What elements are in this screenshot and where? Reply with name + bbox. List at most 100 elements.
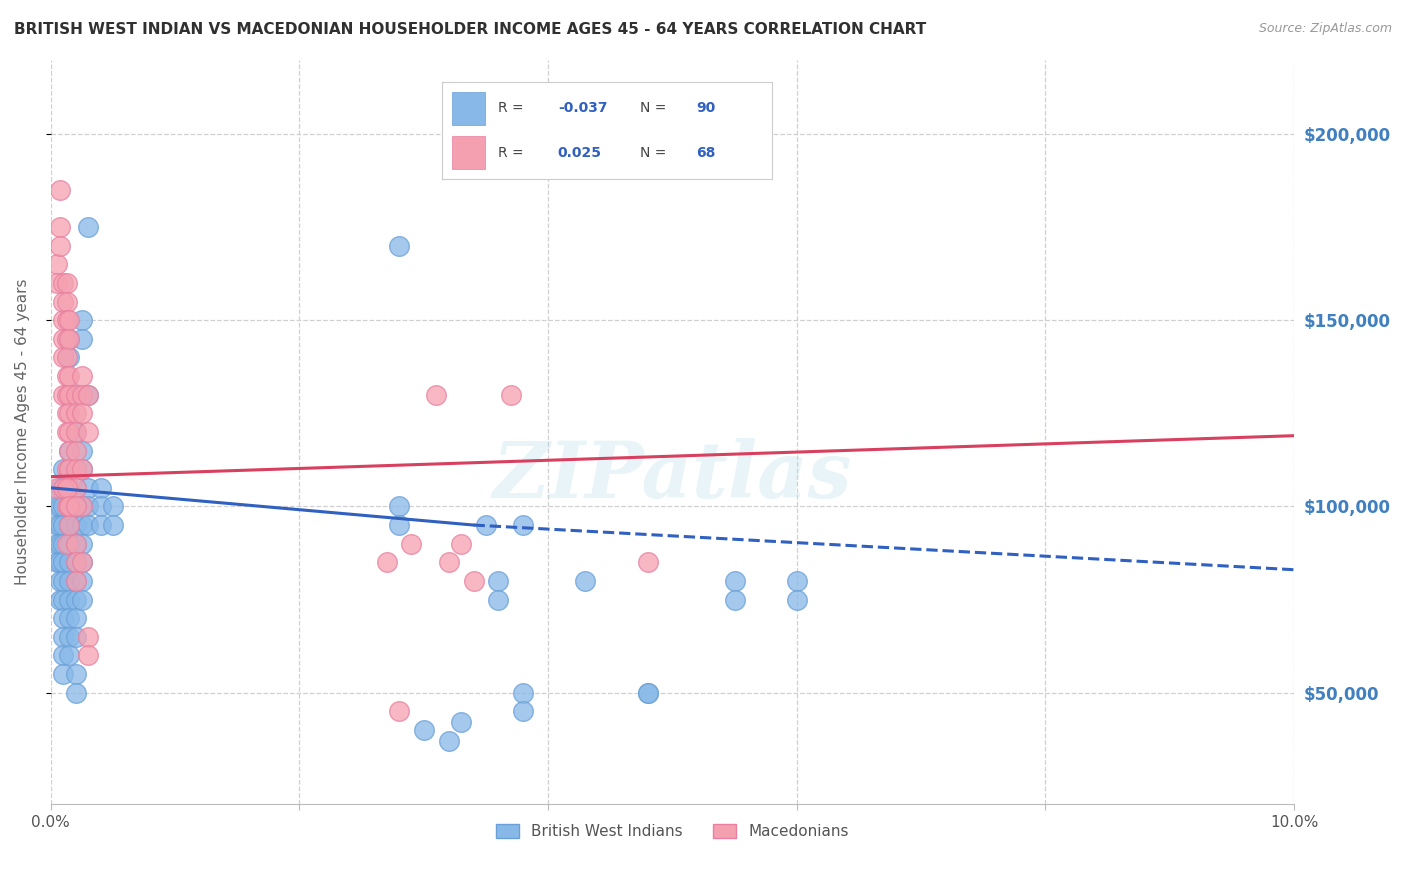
Point (52, 294, 75, 309)
Point (65, 388, 87, 402)
Point (52, 592, 75, 607)
Point (52, 481, 75, 495)
Point (77, 630, 100, 644)
Point (90, 500, 112, 514)
Point (65, 611, 87, 625)
Point (58, 332, 80, 346)
Point (70, 574, 93, 588)
Point (488, 574, 510, 588)
Point (70, 518, 93, 533)
Point (48, 518, 70, 533)
Point (65, 518, 87, 533)
Point (574, 574, 596, 588)
Point (70, 369, 93, 384)
Point (637, 685, 659, 699)
Point (58, 425, 80, 439)
Point (58, 462, 80, 476)
Point (48, 555, 70, 569)
Point (412, 723, 434, 737)
Point (58, 574, 80, 588)
Point (77, 388, 100, 402)
Point (90, 481, 112, 495)
Point (724, 574, 747, 588)
Point (77, 648, 100, 663)
Point (52, 462, 75, 476)
Point (52, 648, 75, 663)
Point (52, 555, 75, 569)
Point (52, 500, 75, 514)
Point (58, 630, 80, 644)
Point (56, 332, 79, 346)
Point (786, 592, 808, 607)
Point (70, 332, 93, 346)
Point (70, 500, 93, 514)
Point (77, 388, 100, 402)
Point (58, 518, 80, 533)
Point (77, 500, 100, 514)
Point (65, 425, 87, 439)
Legend: British West Indians, Macedonians: British West Indians, Macedonians (489, 818, 855, 845)
Point (46, 481, 69, 495)
Point (586, 145, 609, 160)
Point (70, 406, 93, 420)
Point (48, 220, 70, 235)
Point (46, 536, 69, 550)
Point (70, 555, 93, 569)
Point (52, 481, 75, 495)
Point (65, 481, 87, 495)
Point (375, 555, 398, 569)
Point (58, 518, 80, 533)
Point (437, 555, 460, 569)
Point (58, 555, 80, 569)
Point (48, 239, 70, 253)
Point (56, 536, 79, 550)
Point (77, 481, 100, 495)
Point (65, 500, 87, 514)
Point (425, 388, 447, 402)
Point (65, 462, 87, 476)
Point (65, 685, 87, 699)
Point (58, 313, 80, 327)
Point (58, 648, 80, 663)
Point (48, 592, 70, 607)
Point (65, 500, 87, 514)
Point (58, 388, 80, 402)
Point (437, 734, 460, 748)
Point (58, 536, 80, 550)
Point (512, 704, 534, 718)
Point (463, 574, 485, 588)
Point (58, 462, 80, 476)
Point (58, 406, 80, 420)
Point (488, 592, 510, 607)
Point (65, 481, 87, 495)
Point (46, 257, 69, 271)
Point (65, 555, 87, 569)
Point (70, 536, 93, 550)
Point (52, 351, 75, 365)
Point (512, 685, 534, 699)
Point (56, 276, 79, 290)
Point (58, 443, 80, 458)
Point (48, 536, 70, 550)
Point (65, 574, 87, 588)
Point (56, 406, 79, 420)
Point (56, 500, 79, 514)
Point (52, 518, 75, 533)
Point (52, 667, 75, 681)
Point (70, 592, 93, 607)
Point (786, 574, 808, 588)
Point (70, 462, 93, 476)
Point (56, 462, 79, 476)
Point (58, 481, 80, 495)
Point (70, 443, 93, 458)
Point (65, 443, 87, 458)
Point (70, 462, 93, 476)
Point (637, 555, 659, 569)
Point (101, 500, 124, 514)
Point (65, 592, 87, 607)
Point (52, 276, 75, 290)
Point (65, 425, 87, 439)
Point (58, 332, 80, 346)
Point (48, 481, 70, 495)
Point (58, 369, 80, 384)
